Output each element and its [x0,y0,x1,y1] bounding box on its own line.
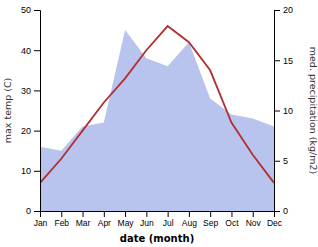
x-tick: Apr [98,211,111,228]
axis-line [41,212,275,218]
y2-tick-label: 10 [283,106,293,116]
x-tick-mark [61,211,62,217]
x-tick-label: Aug [182,218,197,228]
y-tick-mark [34,90,40,91]
line [40,26,274,183]
y2-axis-title: med. precipitation (kg/m2) [308,47,318,174]
x-tick: Jul [163,211,174,228]
x-tick-label: Mar [76,218,91,228]
x-tick-label: Jul [163,218,174,228]
x-tick: Sep [203,211,218,228]
x-tick-label: Jun [140,218,154,228]
x-tick-label: Sep [203,218,218,228]
y-tick-label: 50 [21,5,31,15]
x-tick-mark [231,211,232,217]
y-tick-mark [34,50,40,51]
x-tick: Feb [54,211,69,228]
x-axis: Jan Feb Mar Apr May Jun Jul Aug Sep Oct Nov Dec [34,211,283,228]
y-tick: 0 [26,206,40,216]
y2-tick: 10 [274,106,293,116]
y-tick-label: 0 [26,206,31,216]
y-axis-title: max temp (C) [2,78,13,144]
y-tick-label: 20 [21,126,31,136]
y2-tick-label: 15 [283,56,293,66]
y-tick-mark [34,211,40,212]
x-tick: Aug [182,211,197,228]
y2-tick-mark [274,10,280,11]
x-tick-label: Feb [54,218,69,228]
y2-axis: 0 5 10 15 20 [274,5,293,216]
x-tick-mark [189,211,190,217]
x-tick-label: Nov [246,218,262,228]
x-tick: Oct [225,211,239,228]
y2-tick-label: 0 [283,206,288,216]
y2-tick-label: 5 [283,156,288,166]
y-tick: 10 [21,166,40,176]
x-tick-label: Oct [225,218,239,228]
y2-tick: 15 [274,56,293,66]
y2-tick: 5 [274,156,288,166]
marks [40,26,274,211]
y2-tick-mark [274,161,280,162]
x-tick-mark [83,211,84,217]
x-tick: Jan [34,211,48,228]
x-tick-label: May [118,218,135,228]
chart: JanFebMarAprMayJunJulAugSepOctNovDec0102… [0,0,318,247]
y2-tick: 0 [274,206,288,216]
x-tick-mark [168,211,169,217]
x-tick-label: Jan [34,218,48,228]
x-tick-mark [104,211,105,217]
y-tick: 30 [21,86,40,96]
axis-line [275,11,281,212]
x-tick: Nov [246,211,262,228]
x-tick-mark [210,211,211,217]
x-tick-label: Dec [267,218,283,228]
axis-line [34,11,41,212]
x-axis-title: date (month) [120,233,194,244]
y2-tick-mark [274,111,280,112]
x-tick-mark [253,211,254,217]
y2-tick-mark [274,211,280,212]
y-tick: 50 [21,5,40,15]
y-tick-mark [34,131,40,132]
x-tick: Dec [267,211,283,228]
x-tick: Jun [140,211,154,228]
plot: JanFebMarAprMayJunJulAugSepOctNovDec0102… [21,5,293,228]
x-tick-mark [125,211,126,217]
x-tick: May [118,211,135,228]
y-tick-label: 30 [21,86,31,96]
x-tick: Mar [76,211,91,228]
y-tick: 40 [21,46,40,56]
y-tick-mark [34,10,40,11]
y2-tick-mark [274,60,280,61]
y-tick: 20 [21,126,40,136]
y-tick-label: 10 [21,166,31,176]
area [40,30,274,211]
y-axis: 0 10 20 30 40 50 [21,5,41,216]
y2-tick: 20 [274,5,293,15]
x-tick-label: Apr [98,218,111,228]
y2-tick-label: 20 [283,5,293,15]
y-tick-label: 40 [21,46,31,56]
x-tick-mark [146,211,147,217]
y-tick-mark [34,171,40,172]
